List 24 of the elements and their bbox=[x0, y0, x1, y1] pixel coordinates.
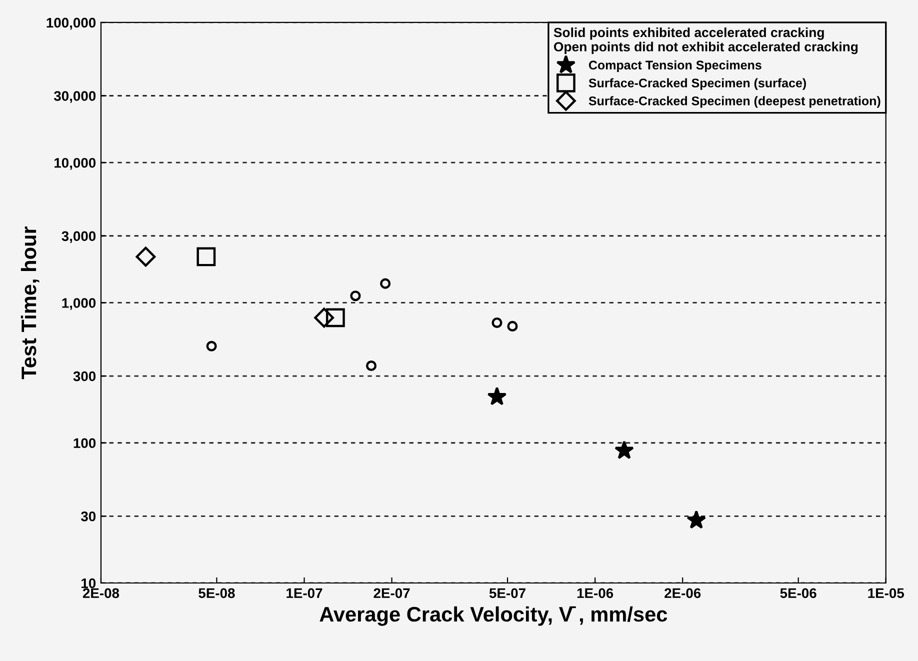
x-tick-label: 2E-06 bbox=[664, 588, 701, 598]
y-tick-label: 1,000 bbox=[62, 298, 96, 310]
y-tick-label: 30 bbox=[80, 511, 96, 522]
x-tick-label: 5E-08 bbox=[198, 588, 235, 598]
legend-label: Surface-Cracked Specimen (deepest penetration) bbox=[588, 96, 880, 108]
x-axis-title: Average Crack Velocity, V̄ , mm/sec bbox=[320, 606, 668, 626]
x-tick-label: 1E-06 bbox=[577, 588, 614, 598]
y-tick-label: 10 bbox=[82, 578, 96, 588]
y-tick-label: 3,000 bbox=[62, 231, 96, 244]
legend-label: Surface-Cracked Specimen (surface) bbox=[588, 78, 806, 90]
y-tick-label: 30,000 bbox=[54, 91, 96, 103]
x-tick-label: 1E-05 bbox=[868, 588, 904, 598]
legend-label: Compact Tension Specimens bbox=[588, 60, 762, 72]
x-tick-label: 5E-07 bbox=[489, 588, 526, 598]
x-tick-label: 2E-08 bbox=[82, 588, 120, 598]
legend-title: Solid points exhibited accelerated cracking Open points did not exhibit accelerated cracking bbox=[554, 27, 858, 54]
y-tick-label: 10,000 bbox=[54, 158, 96, 170]
y-tick-label: 300 bbox=[73, 371, 96, 382]
x-tick-label: 2E-07 bbox=[374, 588, 410, 598]
y-tick-label: 100 bbox=[74, 438, 96, 448]
x-tick-label: 1E-07 bbox=[286, 588, 322, 598]
x-tick-label: 5E-06 bbox=[780, 588, 816, 598]
y-tick-label: 100,000 bbox=[46, 18, 96, 30]
y-axis-title: Test Time, hour bbox=[20, 226, 40, 380]
